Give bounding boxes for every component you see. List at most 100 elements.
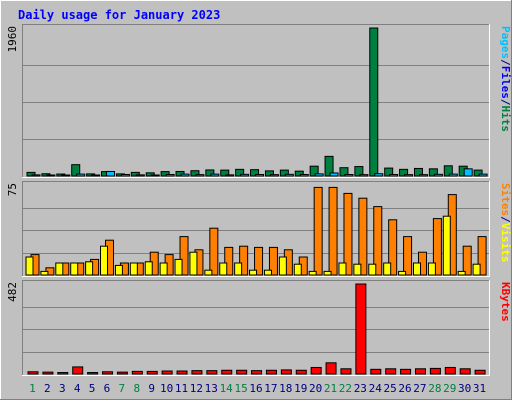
kbytes-bar (206, 370, 218, 375)
visits-bar (353, 263, 362, 276)
kbytes-bar (146, 370, 158, 375)
series-axis-label-part: / (499, 59, 512, 66)
visits-bar (457, 270, 466, 276)
sites-bar (313, 186, 323, 276)
pages-bar (389, 173, 399, 177)
x-tick-label: 28 (428, 382, 441, 395)
series-axis-label-part: Sites (499, 183, 512, 216)
pages-bar (374, 173, 384, 177)
kbytes-bar (236, 369, 248, 375)
kbytes-bar (72, 366, 84, 375)
hits-panel: 1960 Pages/Files/Hits (6, 24, 512, 178)
visits-bar (427, 262, 436, 276)
series-axis-label: KBytes (499, 282, 512, 322)
pages-bar (150, 174, 160, 177)
x-tick-label: 21 (324, 382, 337, 395)
x-tick-label: 2 (44, 382, 51, 395)
kbytes-bar (340, 368, 352, 375)
kbytes-bar (444, 366, 456, 375)
pages-bar (225, 174, 235, 177)
hits-bar (130, 171, 140, 177)
pages-bar (46, 174, 56, 177)
pages-bar (269, 174, 279, 177)
pages-bar (463, 168, 473, 177)
visits-bar (100, 245, 109, 276)
x-tick-label: 16 (249, 382, 262, 395)
x-axis-day-labels: 1 2 3 4 5 6 7 8 9 10 11 12 13 14 15 16 17 18 19 20 21 22 23 24 2… (29, 382, 486, 395)
pages-bar (433, 173, 443, 177)
hits-bar (279, 169, 289, 177)
visits-bar (144, 261, 153, 276)
series-axis-label-part: KBytes (499, 282, 512, 322)
hits-bar (473, 169, 483, 177)
x-tick-label: 25 (384, 382, 397, 395)
visits-bar (338, 262, 347, 276)
pages-bar (165, 173, 175, 177)
sites-bar (239, 245, 249, 276)
x-tick-label: 20 (309, 382, 322, 395)
hits-bar (190, 170, 200, 177)
visits-bar (412, 262, 421, 276)
pages-bar (120, 173, 130, 177)
kbytes-bar (400, 368, 412, 375)
sites-bar (179, 236, 189, 276)
chart-title: Daily usage for January 2023 (18, 8, 220, 22)
pages-bar (76, 173, 86, 177)
x-tick-label: 22 (339, 382, 352, 395)
x-tick-label: 6 (104, 382, 111, 395)
pages-bar (61, 174, 71, 177)
kbytes-bar (27, 371, 39, 375)
hits-bar (339, 167, 349, 177)
hits-bar (71, 164, 81, 177)
pages-bar (135, 174, 145, 177)
kbytes-bar (131, 370, 143, 375)
hits-bar (413, 167, 423, 177)
x-tick-label: 9 (148, 382, 155, 395)
visits-bar (442, 215, 451, 276)
pages-bar (299, 173, 309, 177)
visits-bar (249, 269, 258, 276)
pages-bar (240, 173, 250, 177)
kbytes-bar (429, 367, 441, 375)
x-tick-label: 17 (264, 382, 277, 395)
visits-bar (219, 262, 228, 276)
hits-bar (369, 27, 379, 177)
sites-bar (432, 218, 442, 276)
x-tick-label: 30 (458, 382, 471, 395)
kbytes-bar (474, 369, 486, 375)
x-tick-label: 27 (413, 382, 426, 395)
hits-bar (145, 172, 155, 177)
pages-bar (418, 174, 428, 177)
x-tick-label: 15 (234, 382, 247, 395)
sites-bar (343, 192, 353, 276)
pages-bar (329, 172, 339, 177)
pages-bar (255, 173, 265, 177)
x-tick-label: 11 (175, 382, 188, 395)
pages-bar (448, 173, 458, 177)
pages-bar (344, 173, 354, 177)
visits-bar (70, 262, 79, 276)
visits-bar (278, 256, 287, 276)
series-axis-label-part: Pages (499, 26, 512, 59)
hits-bar (309, 165, 319, 177)
kbytes-bar (176, 370, 188, 375)
hits-bar (354, 166, 364, 177)
pages-bar (404, 174, 414, 177)
kbytes-bar (414, 368, 426, 375)
series-axis-label-part: / (499, 216, 512, 223)
sites-bar (373, 206, 383, 276)
kbytes-bar (280, 369, 292, 375)
visits-bar (159, 262, 168, 276)
visits-bar (85, 261, 94, 276)
sites-bar (328, 186, 338, 276)
pages-bar (91, 174, 101, 177)
kbytes-bar (355, 283, 367, 375)
sites-bar (254, 246, 264, 276)
visits-bar (40, 270, 49, 276)
kbytes-bar (265, 369, 277, 375)
series-axis-label-part: Hits (499, 106, 512, 133)
kbytes-bar (310, 366, 322, 375)
pages-bar (180, 173, 190, 177)
visits-bar (308, 270, 317, 276)
